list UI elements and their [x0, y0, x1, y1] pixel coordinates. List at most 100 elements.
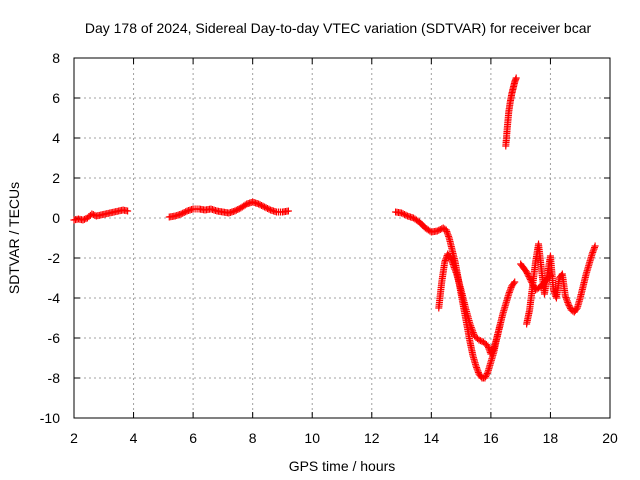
data-point: [526, 276, 534, 283]
data-point: [488, 347, 496, 355]
x-tick-label: 2: [70, 430, 78, 446]
data-point: [489, 346, 497, 353]
data-point: [466, 320, 474, 328]
data-point: [80, 215, 88, 223]
y-tick-label: 2: [52, 170, 60, 186]
x-tick-label: 12: [364, 430, 380, 446]
data-point: [231, 207, 239, 215]
y-tick-label: 8: [52, 50, 60, 66]
data-point: [467, 322, 475, 330]
data-point: [467, 323, 475, 331]
data-point: [241, 201, 249, 209]
data-point: [529, 282, 537, 289]
series-segment-3: [392, 208, 519, 382]
data-point: [483, 370, 491, 377]
y-tick-label: -4: [48, 290, 61, 306]
data-point: [469, 329, 477, 337]
data-point: [527, 277, 535, 285]
series-segment-4: [435, 250, 504, 358]
grid-lines: [73, 57, 611, 419]
series-segment-7: [502, 74, 520, 150]
data-point: [124, 207, 132, 215]
data-point: [399, 210, 407, 218]
y-tick-labels: -10 -8 -6 -4 -2 0 2 4 6 8: [40, 50, 60, 426]
data-point: [564, 300, 572, 308]
data-point: [525, 273, 533, 280]
data-point: [265, 205, 273, 213]
data-point: [528, 279, 536, 286]
plot-frame: [73, 57, 611, 419]
series-segment-5: [523, 240, 599, 328]
data-point: [179, 209, 187, 217]
data-point: [475, 336, 483, 344]
data-point: [496, 322, 504, 330]
x-tick-label: 16: [483, 430, 499, 446]
x-tick-label: 18: [543, 430, 559, 446]
data-point: [510, 279, 518, 287]
data-point: [546, 272, 554, 280]
y-axis-label: SDTVAR / TECUs: [6, 182, 22, 294]
data-point: [234, 206, 242, 213]
data-point: [180, 209, 188, 216]
y-tick-label: -8: [48, 370, 61, 386]
y-tick-label: -2: [48, 250, 61, 266]
data-point: [523, 270, 531, 277]
x-tick-label: 8: [249, 430, 257, 446]
data-point: [481, 374, 489, 382]
y-tick-label: 4: [52, 130, 60, 146]
data-point: [79, 216, 87, 224]
data-point: [523, 268, 531, 276]
data-point: [433, 227, 441, 235]
axis-ticks: [73, 57, 611, 419]
series-segment-1: [70, 206, 132, 224]
data-point: [182, 208, 190, 216]
data-point: [468, 325, 476, 333]
x-axis-label: GPS time / hours: [289, 458, 396, 474]
data-point: [401, 211, 409, 218]
data-point: [526, 274, 534, 282]
x-tick-label: 14: [424, 430, 440, 446]
data-point: [255, 200, 263, 208]
data-point: [565, 302, 573, 309]
data-point: [511, 278, 519, 286]
series-segment-6: [517, 260, 554, 294]
data-point: [482, 373, 490, 380]
data-point: [258, 202, 266, 209]
data-point: [398, 209, 406, 217]
data-point: [435, 226, 443, 234]
data-point: [591, 242, 599, 250]
data-point: [88, 210, 96, 218]
data-point: [261, 203, 269, 211]
data-point: [264, 205, 272, 212]
data-point: [566, 303, 574, 311]
y-tick-label: -10: [40, 410, 60, 426]
chart-title: Day 178 of 2024, Sidereal Day-to-day VTE…: [85, 20, 592, 36]
x-tick-label: 20: [602, 430, 618, 446]
data-point: [262, 204, 270, 212]
data-point: [256, 201, 264, 209]
x-tick-label: 4: [130, 430, 138, 446]
data-point: [177, 210, 185, 218]
data-points: [70, 74, 599, 382]
data-point: [482, 371, 490, 379]
data-point: [284, 207, 292, 215]
data-point: [488, 349, 496, 356]
data-point: [232, 206, 240, 214]
series-segment-2: [165, 198, 292, 221]
data-point: [512, 74, 520, 82]
y-tick-label: 6: [52, 90, 60, 106]
y-tick-label: -6: [48, 330, 61, 346]
data-point: [476, 337, 484, 345]
data-point: [572, 305, 580, 313]
x-tick-label: 6: [189, 430, 197, 446]
data-point: [469, 327, 477, 335]
y-tick-label: 0: [52, 210, 60, 226]
data-point: [89, 211, 97, 219]
x-tick-labels: 2 4 6 8 10 12 14 16 18 20: [70, 430, 618, 446]
data-point: [259, 202, 267, 210]
data-point: [487, 350, 495, 358]
data-point: [402, 211, 410, 219]
data-point: [529, 280, 537, 288]
data-point: [545, 273, 553, 281]
